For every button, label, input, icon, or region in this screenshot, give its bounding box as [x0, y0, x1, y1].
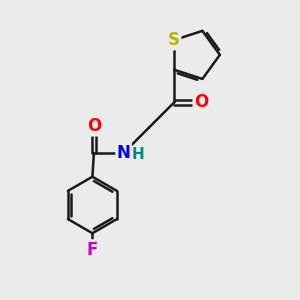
Text: O: O	[87, 117, 101, 135]
Text: F: F	[87, 241, 98, 259]
Text: N: N	[117, 144, 130, 162]
Text: S: S	[168, 31, 180, 49]
Text: H: H	[132, 147, 145, 162]
Text: O: O	[194, 93, 208, 111]
